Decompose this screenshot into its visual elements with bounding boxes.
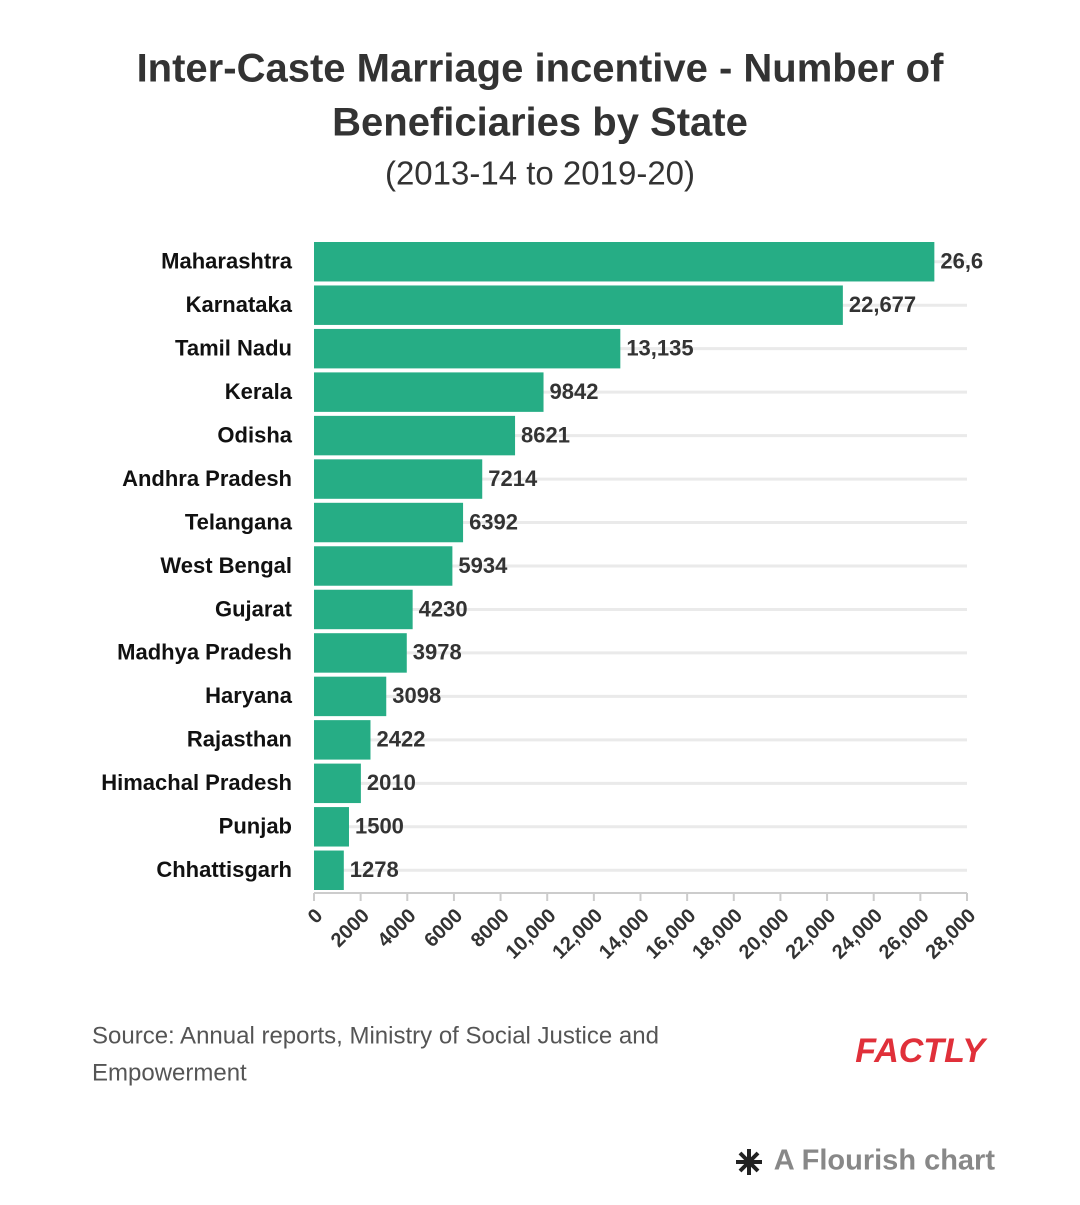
y-tick-label: Maharashtra [161,249,293,274]
x-tick-label: 26,000 [875,905,934,964]
y-tick-label: Himachal Pradesh [101,770,292,795]
value-label: 4230 [419,596,468,621]
value-label: 22,677 [849,292,916,317]
credit-link[interactable]: A Flourish chart [774,1145,996,1177]
credit[interactable]: A Flourish chart [774,1145,996,1177]
bar [314,328,621,369]
y-tick-label: Madhya Pradesh [117,640,292,665]
y-tick-label: West Bengal [160,553,292,578]
y-tick-label: Rajasthan [187,727,292,752]
x-tick-label: 6000 [420,905,467,952]
bar [314,763,361,804]
value-label: 5934 [458,553,508,578]
bar [314,589,413,630]
value-label: 13,135 [626,335,693,360]
bar [314,676,387,717]
x-tick-label: 28,000 [921,905,980,964]
x-tick-label: 16,000 [642,905,701,964]
x-tick-label: 2000 [327,905,374,952]
y-tick-label: Haryana [205,683,293,708]
bar [314,633,407,673]
y-tick-label: Odisha [217,422,292,447]
y-tick-label: Andhra Pradesh [122,466,292,491]
source: Empowerment [92,1059,247,1086]
bar [314,546,453,586]
value-label: 9842 [550,379,599,404]
bar [314,502,464,543]
y-tick-label: Karnataka [186,292,293,317]
value-label: 8621 [521,422,570,447]
value-label: 2422 [376,727,425,752]
bar [314,415,516,456]
value-label: 3098 [392,683,441,708]
source: Source: Annual reports, Ministry of Soci… [92,1022,659,1049]
value-label: 1500 [355,814,404,839]
chart-title: Beneficiaries by State [332,101,748,145]
logo: FACTLY [855,1032,988,1070]
y-tick-label: Chhattisgarh [156,857,292,882]
x-tick-label: 24,000 [828,905,887,964]
y-tick-label: Kerala [225,379,293,404]
y-tick-label: Telangana [185,509,293,534]
bar [314,285,843,325]
bar [314,242,935,282]
y-tick-label: Punjab [219,814,292,839]
value-label: 1278 [350,857,399,882]
y-tick-label: Gujarat [215,596,293,621]
x-tick-label: 14,000 [595,905,654,964]
bar [314,459,483,499]
value-label: 2010 [367,770,416,795]
bar [314,720,371,760]
x-tick-label: 10,000 [502,905,561,964]
bar [314,372,544,412]
flourish-icon [736,1149,762,1175]
value-label: 6392 [469,509,518,534]
y-tick-label: Tamil Nadu [175,335,292,360]
bar [314,850,344,890]
x-tick-label: 12,000 [548,905,607,964]
x-tick-label: 20,000 [735,905,794,964]
chart-title: Inter-Caste Marriage incentive - Number … [137,47,945,91]
x-tick-label: 4000 [374,905,421,952]
x-tick-label: 22,000 [782,905,841,964]
bar [314,807,349,847]
x-tick-label: 18,000 [688,905,747,964]
value-label: 7214 [488,466,538,491]
chart-subtitle: (2013-14 to 2019-20) [385,155,695,192]
x-tick-label: 0 [304,905,327,928]
value-label: 3978 [413,640,462,665]
value-label: 26,6 [940,249,983,274]
